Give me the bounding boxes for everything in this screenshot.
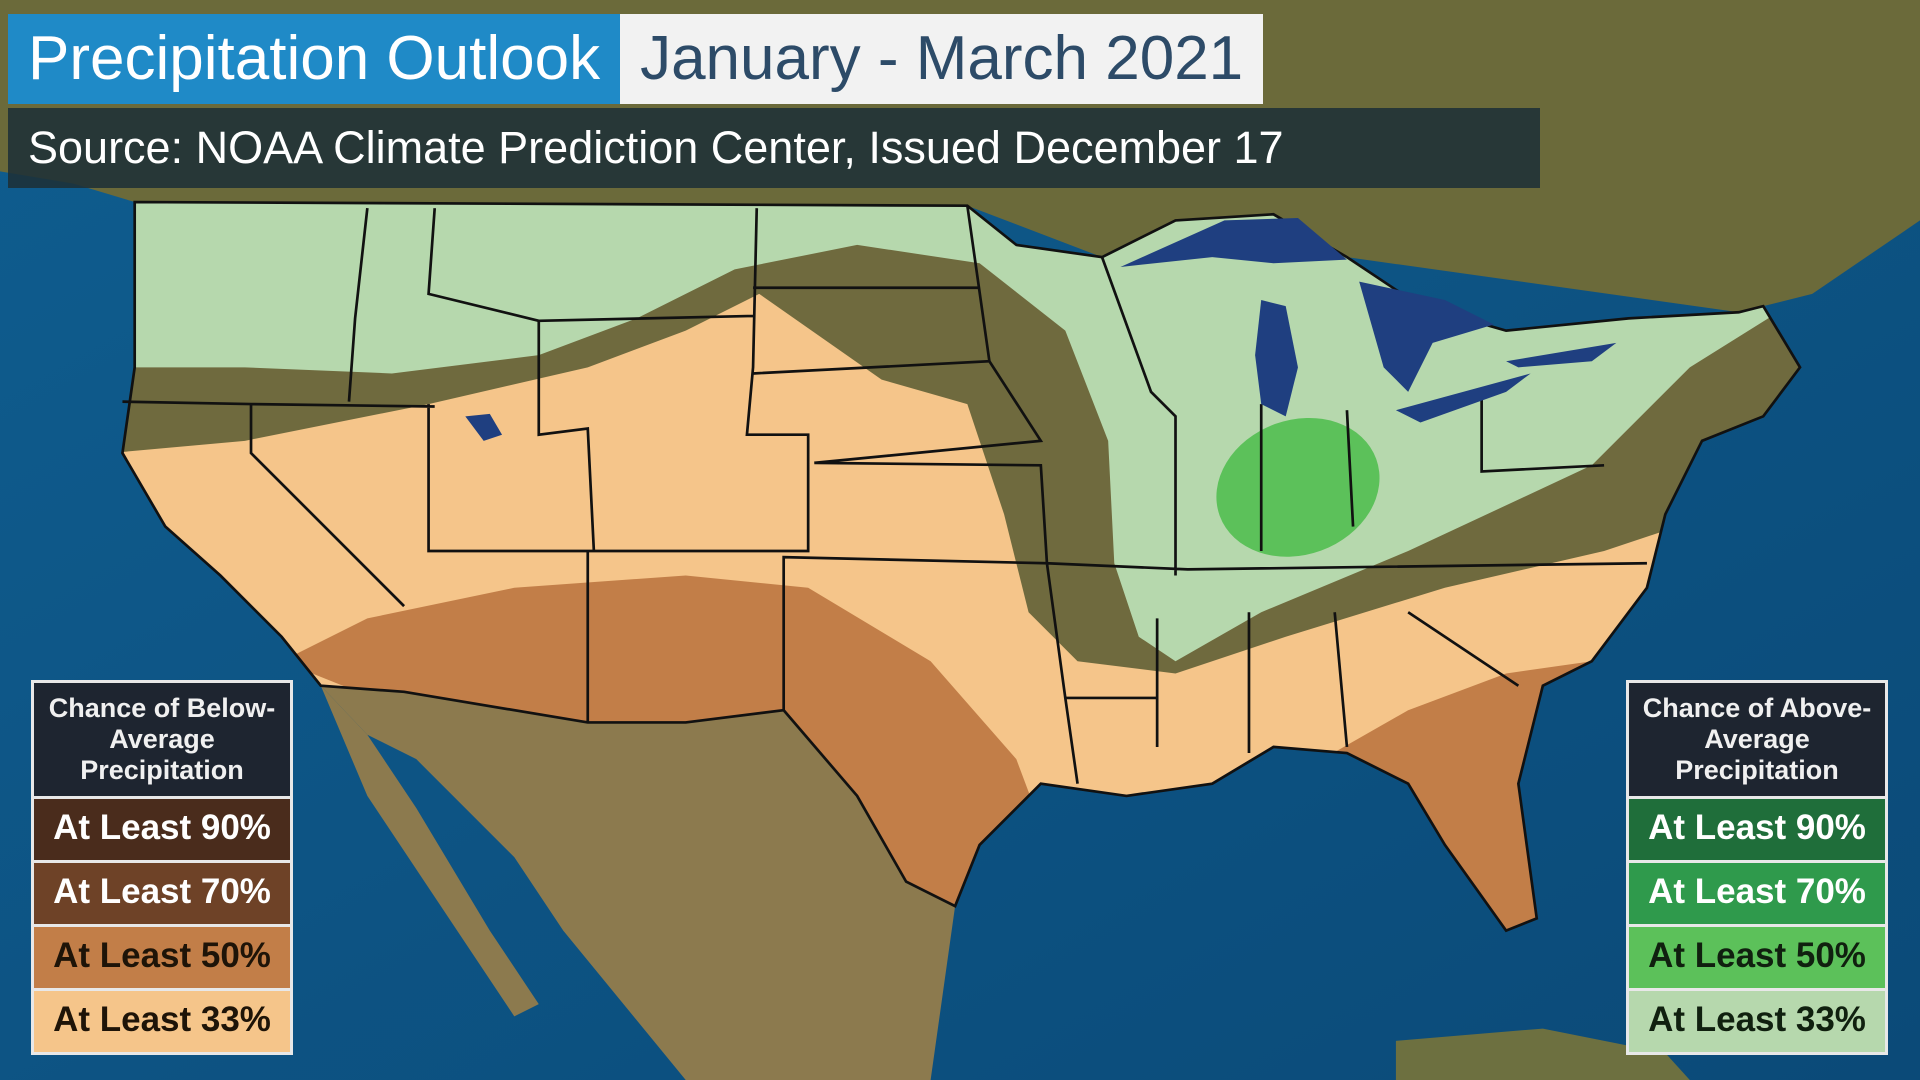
- zone-above-50-indiana: [1216, 417, 1380, 557]
- legend-above-90: At Least 90%: [1626, 799, 1888, 863]
- cuba-land: [1395, 1028, 1690, 1080]
- baja-land: [320, 685, 539, 1017]
- legend-below-50: At Least 50%: [31, 927, 293, 991]
- legend-above-70: At Least 70%: [1626, 863, 1888, 927]
- source-caption: Source: NOAA Climate Prediction Center, …: [8, 108, 1540, 188]
- legend-above-average: Chance of Above-Average Precipitation At…: [1626, 680, 1888, 1055]
- legend-below-33: At Least 33%: [31, 991, 293, 1055]
- outlook-period: January - March 2021: [620, 14, 1264, 104]
- legend-above-33: At Least 33%: [1626, 991, 1888, 1055]
- map-title: Precipitation Outlook: [8, 14, 621, 104]
- great-lakes: [465, 217, 1617, 441]
- mexico-land: [320, 685, 956, 1080]
- title-bar: Precipitation Outlook January - March 20…: [8, 14, 1264, 104]
- legend-below-average: Chance of Below-Average Precipitation At…: [31, 680, 293, 1055]
- legend-above-heading: Chance of Above-Average Precipitation: [1626, 680, 1888, 799]
- legend-below-heading: Chance of Below-Average Precipitation: [31, 680, 293, 799]
- legend-below-90: At Least 90%: [31, 799, 293, 863]
- legend-below-70: At Least 70%: [31, 863, 293, 927]
- legend-above-50: At Least 50%: [1626, 927, 1888, 991]
